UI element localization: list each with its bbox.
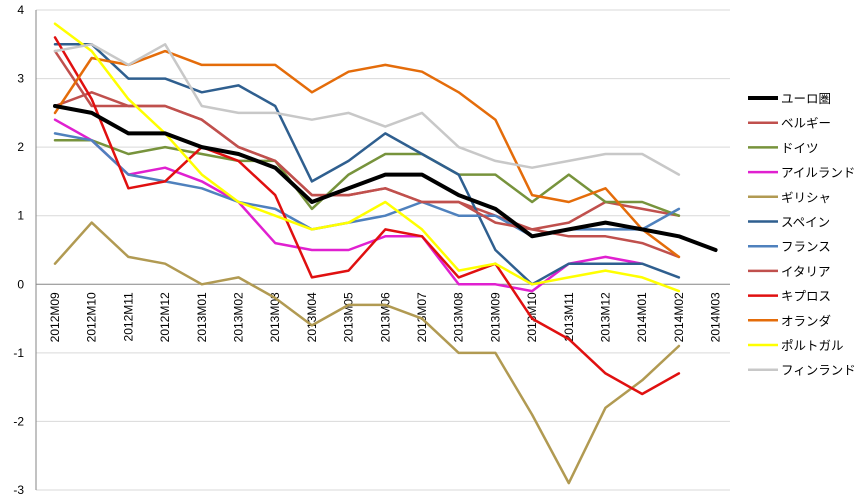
legend-label: ベルギー <box>781 116 831 131</box>
x-tick-label: 2012M11 <box>121 292 135 341</box>
x-tick-label: 2013M11 <box>562 292 576 341</box>
x-tick-label: 2012M10 <box>85 292 99 342</box>
series-line-1 <box>53 91 681 231</box>
x-tick-label: 2013M05 <box>342 292 356 342</box>
y-tick-label: -1 <box>13 346 24 360</box>
legend-label: ユーロ圏 <box>781 91 831 106</box>
x-tick-label: 2013M08 <box>452 292 466 342</box>
legend: ユーロ圏ベルギードイツアイルランドギリシャスペインフランスイタリアキプロスオラン… <box>748 91 856 378</box>
legend-label: オランダ <box>781 313 831 328</box>
legend-label: イタリア <box>781 264 831 279</box>
legend-label: フィンランド <box>781 363 856 378</box>
legend-label: ギリシャ <box>781 190 831 205</box>
y-tick-label: 3 <box>17 72 24 86</box>
y-tick-label: -2 <box>13 414 24 428</box>
series-line-2 <box>53 139 681 217</box>
series-line-0 <box>53 104 718 252</box>
legend-label: ポルトガル <box>781 338 844 353</box>
series-line-5 <box>53 43 681 286</box>
series-line-11 <box>53 43 681 176</box>
series-line-10 <box>53 22 681 293</box>
gridlines <box>35 9 730 491</box>
y-axis-tick-labels: -3 -2 -1 0 1 2 3 4 <box>13 3 24 497</box>
y-tick-label: 4 <box>17 3 24 17</box>
legend-label: キプロス <box>781 289 831 304</box>
x-axis-tick-labels: 2012M09 2012M10 2012M11 2012M12 2013M01 2013M… <box>48 292 723 342</box>
x-tick-label: 2013M03 <box>268 292 282 342</box>
series-lines <box>53 22 718 485</box>
x-tick-label: 2014M01 <box>635 292 649 342</box>
y-tick-label: 2 <box>17 140 24 154</box>
x-tick-label: 2013M06 <box>378 292 392 342</box>
x-tick-label: 2013M07 <box>415 292 429 342</box>
series-line-7 <box>53 49 681 259</box>
legend-label: フランス <box>781 239 831 254</box>
y-tick-label: 1 <box>17 209 24 223</box>
x-tick-label: 2014M02 <box>672 292 686 342</box>
x-tick-label: 2013M12 <box>599 292 613 342</box>
series-line-8 <box>53 36 681 396</box>
y-tick-label: 0 <box>17 277 24 291</box>
x-tick-label: 2012M12 <box>158 292 172 342</box>
series-line-4 <box>53 221 681 485</box>
legend-label: アイルランド <box>781 165 855 180</box>
x-tick-label: 2013M02 <box>232 292 246 342</box>
legend-label: スペイン <box>781 215 830 230</box>
x-tick-label: 2013M01 <box>195 292 209 342</box>
series-line-3 <box>53 118 644 293</box>
x-tick-label: 2013M09 <box>488 292 502 342</box>
series-line-9 <box>53 49 681 259</box>
legend-label: ドイツ <box>781 140 819 155</box>
x-tick-label: 2013M04 <box>305 292 319 342</box>
x-tick-label: 2014M03 <box>709 292 723 342</box>
x-tick-label: 2012M09 <box>48 292 62 342</box>
y-tick-label: -3 <box>13 483 24 497</box>
